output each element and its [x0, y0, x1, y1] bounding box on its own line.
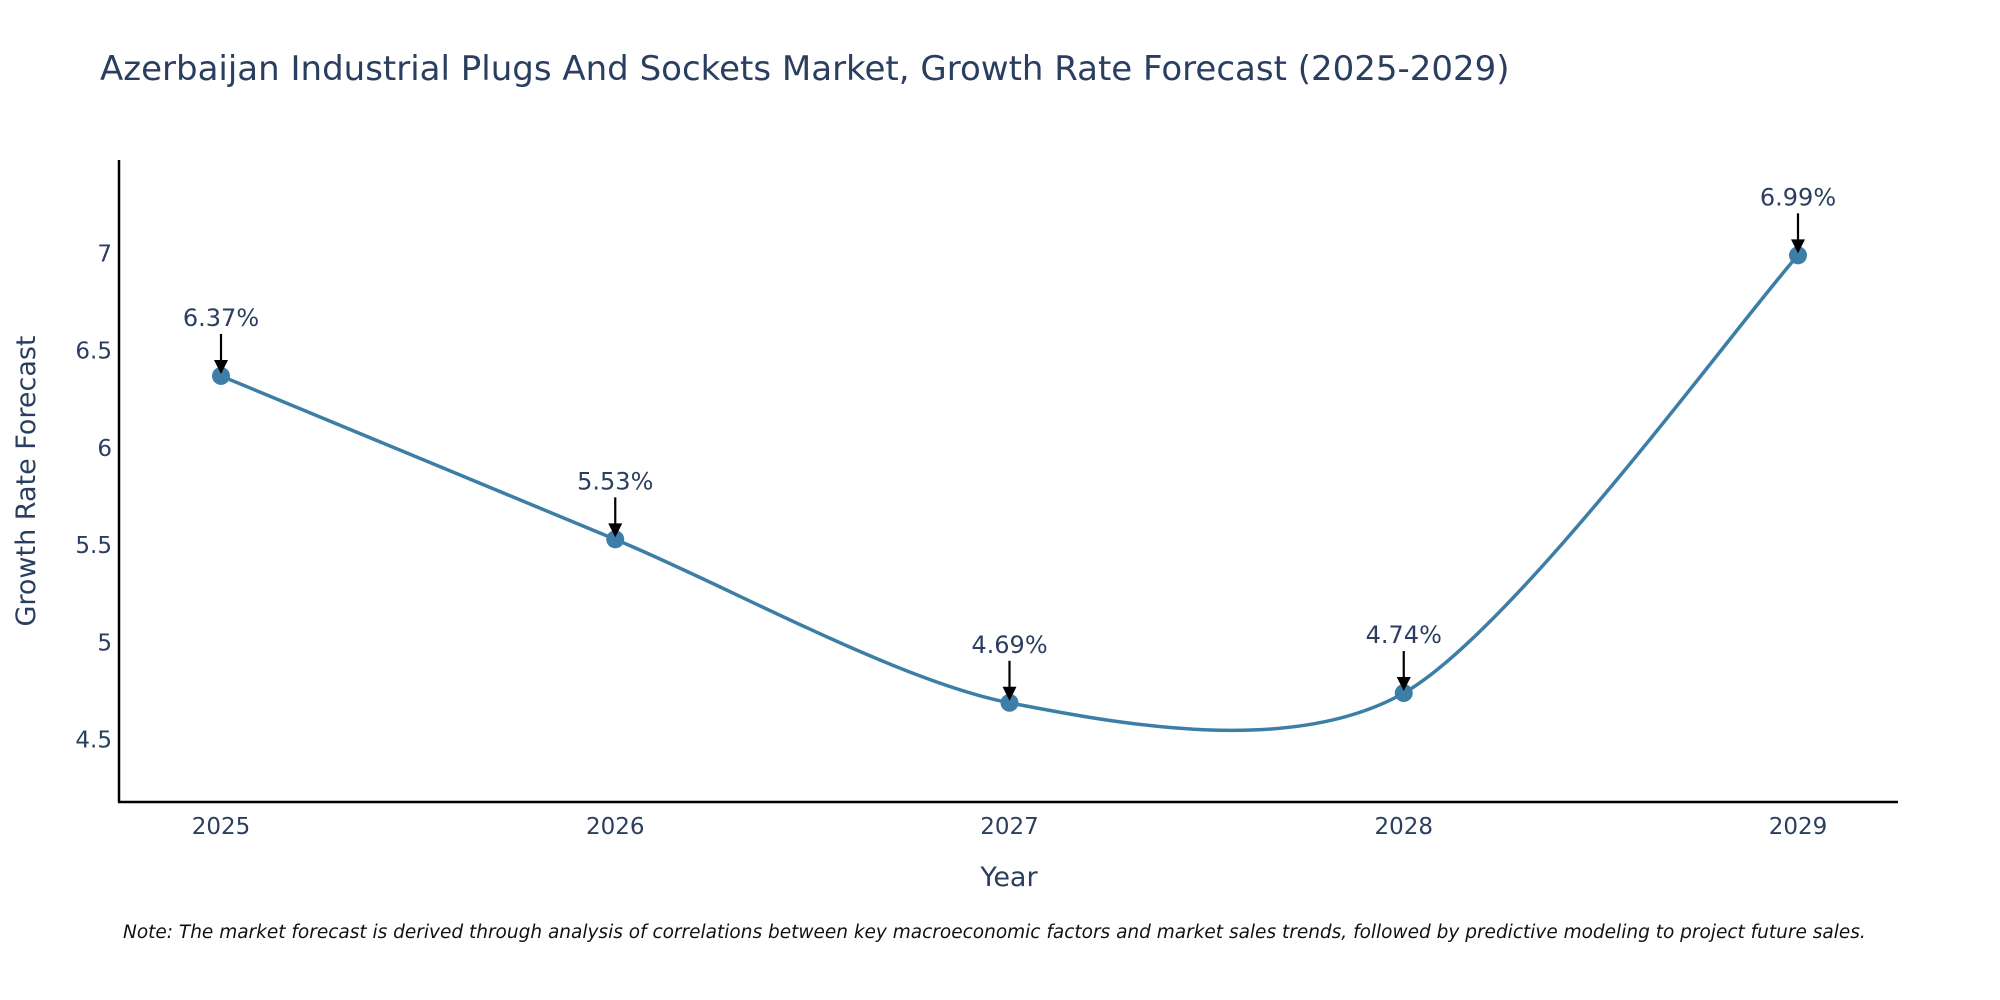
annotation-arrow-head: [1791, 239, 1805, 254]
annotation-arrow-head: [1002, 686, 1017, 701]
series-line: [219, 253, 1800, 733]
x-tick-label: 2027: [980, 814, 1039, 840]
data-point: [212, 366, 230, 385]
y-tick-label: 7: [97, 241, 112, 267]
chart-title: Azerbaijan Industrial Plugs And Sockets …: [100, 49, 1510, 89]
data-label: 4.74%: [1366, 621, 1442, 649]
data-point: [1394, 684, 1413, 703]
data-label-annotations: 6.37% 5.53% 4.69% 4.74% 6.99%: [183, 183, 1836, 701]
x-axis-ticks: 2025 2026 2027 2028 2029: [192, 814, 1828, 840]
data-label: 5.53%: [577, 467, 653, 495]
data-label: 4.69%: [971, 631, 1047, 659]
y-tick-label: 4.5: [75, 728, 112, 754]
y-axis-title: Growth Rate Forecast: [11, 335, 42, 626]
series-markers: [212, 246, 1807, 712]
x-axis-title: Year: [979, 862, 1038, 893]
x-tick-label: 2028: [1374, 814, 1433, 840]
y-tick-label: 5.5: [75, 533, 112, 559]
data-label: 6.37%: [183, 304, 259, 332]
y-tick-label: 5: [97, 630, 112, 656]
x-tick-label: 2029: [1769, 814, 1828, 840]
annotation-arrow-head: [214, 359, 228, 374]
data-point: [1789, 246, 1807, 265]
annotation-arrow-head: [1396, 677, 1411, 692]
footnote: Note: The market forecast is derived thr…: [123, 922, 1866, 943]
data-point: [606, 530, 625, 549]
data-label: 6.99%: [1760, 183, 1836, 211]
x-tick-label: 2025: [192, 814, 251, 840]
y-tick-label: 6: [97, 436, 112, 462]
y-tick-label: 6.5: [75, 339, 112, 365]
annotation-arrow-head: [608, 523, 623, 538]
x-tick-label: 2026: [586, 814, 645, 840]
data-point: [1000, 693, 1019, 712]
y-axis-ticks: 4.5 5 5.5 6 6.5 7: [75, 241, 112, 753]
